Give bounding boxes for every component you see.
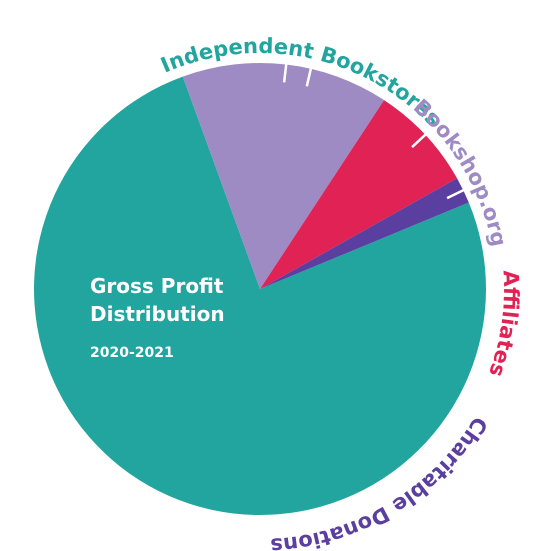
slice-ticks [282, 62, 466, 200]
slice-tick-3 [446, 188, 466, 200]
slice-tick-1 [282, 62, 288, 83]
pie-slice-0 [33, 76, 486, 516]
slice-tick-0 [305, 66, 313, 87]
slice-label-2: Affiliates [484, 270, 523, 380]
chart-title-line-2: Distribution [90, 302, 225, 326]
chart-title-line-1: Gross Profit [90, 274, 224, 298]
pie-slice-3 [260, 178, 469, 289]
pie-slices [33, 63, 486, 516]
pie-slice-2 [260, 100, 458, 289]
pie-slice-1 [182, 63, 385, 289]
chart-subtitle: 2020-2021 [90, 345, 174, 361]
slice-tick-2 [411, 132, 428, 149]
